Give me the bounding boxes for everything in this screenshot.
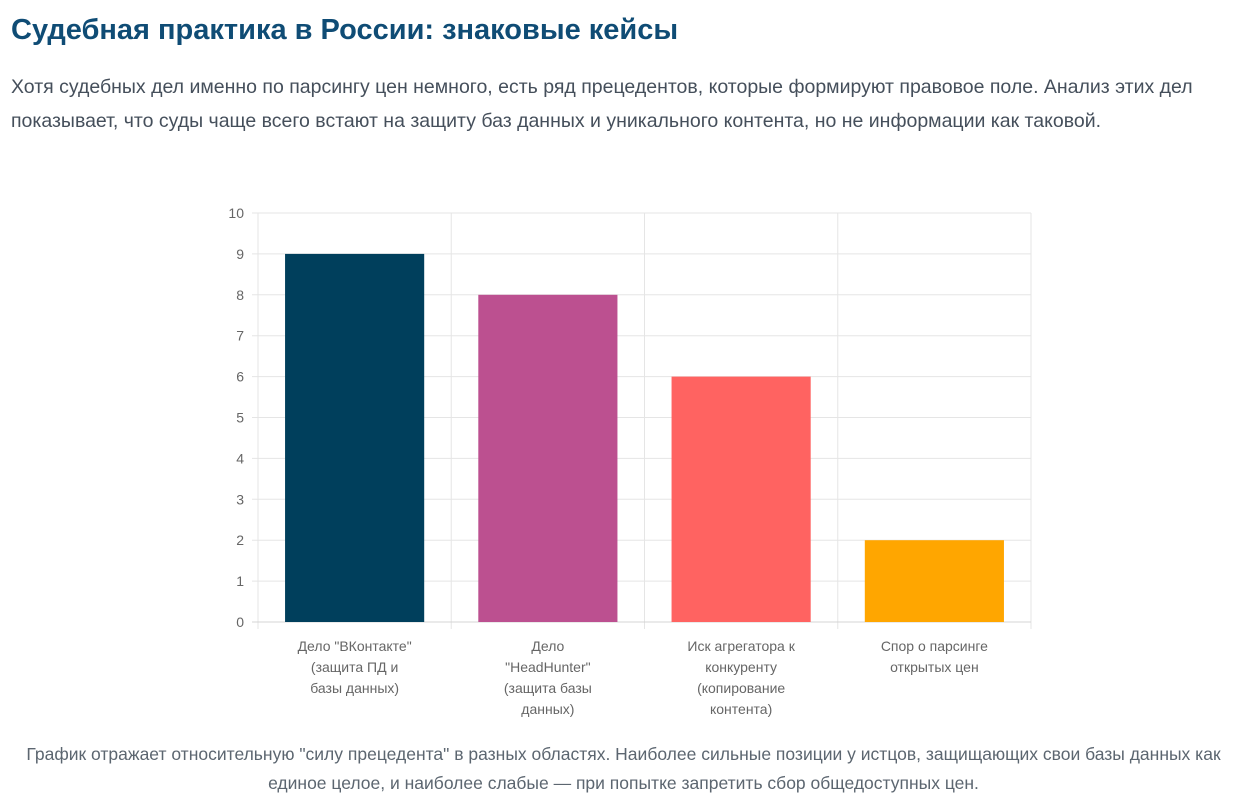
- bar-2: [478, 294, 618, 622]
- y-tick-label: 8: [236, 287, 244, 303]
- x-category-label: контента): [710, 701, 772, 717]
- y-tick-label: 0: [236, 614, 244, 630]
- x-category-label: Дело "ВКонтакте": [298, 638, 412, 654]
- y-tick-label: 1: [236, 573, 244, 589]
- bar-3: [671, 376, 811, 622]
- x-category-label: Дело: [531, 638, 564, 654]
- y-tick-label: 6: [236, 369, 244, 385]
- y-tick-label: 2: [236, 532, 244, 548]
- x-category-label: Спор о парсинге: [881, 638, 988, 654]
- x-category-label: (защита ПД и: [311, 659, 398, 675]
- y-tick-label: 4: [236, 450, 244, 466]
- y-tick-label: 7: [236, 328, 244, 344]
- x-category-label: (защита базы: [504, 680, 592, 696]
- chart-container: 0 1 2 3 4 5 6 7 8 9 10 Дело "ВКонтакте" (защита ПД и…: [0, 195, 1247, 725]
- x-category-label: (копирование: [697, 680, 785, 696]
- x-category-label: конкуренту: [705, 659, 777, 675]
- x-category-label: Иск агрегатора к: [687, 638, 795, 654]
- page-title: Судебная практика в России: знаковые кей…: [11, 14, 679, 46]
- y-tick-label: 3: [236, 491, 244, 507]
- chart-caption: График отражает относительную "силу прец…: [26, 744, 1221, 793]
- bar-1: [285, 253, 425, 622]
- x-category-label: открытых цен: [890, 659, 979, 675]
- y-tick-label: 10: [228, 205, 244, 221]
- intro-paragraph: Хотя судебных дел именно по парсингу цен…: [11, 76, 1193, 132]
- y-tick-label: 9: [236, 246, 244, 262]
- bar-chart: 0 1 2 3 4 5 6 7 8 9 10 Дело "ВКонтакте" (защита ПД и…: [228, 205, 1032, 717]
- x-category-label: "HeadHunter": [505, 659, 590, 675]
- x-category-label: данных): [521, 701, 574, 717]
- y-tick-label: 5: [236, 410, 244, 426]
- x-category-label: базы данных): [310, 680, 399, 696]
- bar-4: [864, 540, 1004, 622]
